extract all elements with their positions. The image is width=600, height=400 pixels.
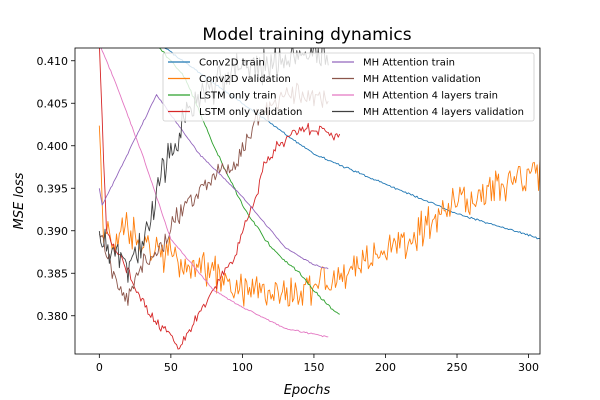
legend-entry: LSTM only train bbox=[199, 91, 276, 102]
x-axis-ticks: 0 50 100 150 200 250 300 bbox=[96, 354, 539, 374]
legend-entry: MH Attention 4 layers validation bbox=[363, 107, 524, 118]
x-tick-label: 250 bbox=[447, 361, 468, 374]
y-tick-label: 0.385 bbox=[37, 267, 69, 280]
x-tick-label: 300 bbox=[518, 361, 539, 374]
series-line-conv2d-validation bbox=[98, 125, 540, 307]
legend: Conv2D train Conv2D validation LSTM only t… bbox=[162, 52, 535, 122]
legend-entry: Conv2D train bbox=[199, 58, 265, 69]
y-tick-label: 0.395 bbox=[37, 182, 69, 195]
y-tick-label: 0.390 bbox=[37, 225, 69, 238]
x-tick-label: 200 bbox=[375, 361, 396, 374]
series-line-mh-attention-train bbox=[98, 94, 329, 270]
y-tick-label: 0.400 bbox=[37, 140, 69, 153]
series-line-lstm-only-validation bbox=[99, 48, 341, 350]
series-line-mh-attention-4-layers-train bbox=[100, 48, 329, 338]
x-tick-label: 150 bbox=[303, 361, 324, 374]
x-tick-label: 0 bbox=[96, 361, 103, 374]
y-tick-label: 0.380 bbox=[37, 310, 69, 323]
plot-frame bbox=[74, 47, 541, 355]
x-axis-title: Epochs bbox=[284, 383, 331, 398]
y-axis-ticks: 0.380 0.385 0.390 0.395 0.400 0.405 0.410 bbox=[37, 55, 75, 323]
x-tick-label: 100 bbox=[232, 361, 253, 374]
legend-entry: LSTM only validation bbox=[199, 107, 302, 118]
y-axis-title: MSE loss bbox=[12, 172, 27, 229]
chart-title: Model training dynamics bbox=[202, 25, 411, 45]
legend-entry: MH Attention validation bbox=[363, 74, 481, 85]
legend-entry: Conv2D validation bbox=[199, 74, 291, 85]
legend-entry: MH Attention 4 layers train bbox=[363, 91, 498, 102]
y-tick-label: 0.405 bbox=[37, 97, 69, 110]
legend-box bbox=[162, 52, 535, 122]
x-tick-label: 50 bbox=[164, 361, 178, 374]
y-tick-label: 0.410 bbox=[37, 55, 69, 68]
legend-entry: MH Attention train bbox=[363, 58, 455, 69]
